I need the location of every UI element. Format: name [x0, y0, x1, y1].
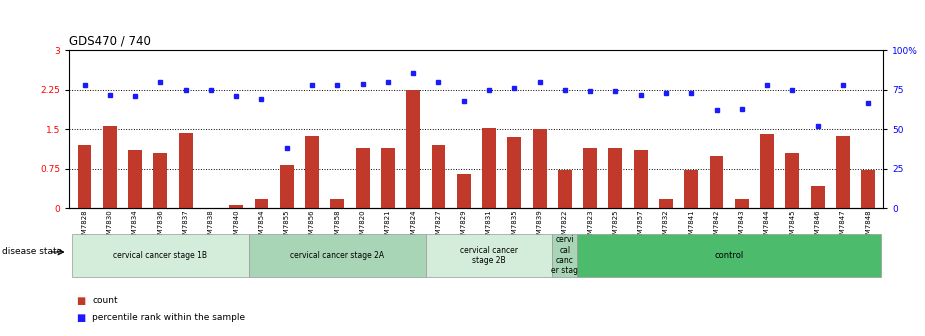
Bar — [533, 129, 547, 208]
Bar — [558, 170, 572, 208]
Bar — [709, 156, 723, 208]
Text: GDS470 / 740: GDS470 / 740 — [69, 35, 152, 48]
Bar — [684, 170, 698, 208]
Text: ■: ■ — [76, 296, 85, 306]
Bar — [330, 199, 344, 208]
Bar — [72, 234, 249, 277]
Bar — [552, 234, 577, 277]
Bar — [861, 170, 875, 208]
Bar — [78, 145, 92, 208]
Bar — [734, 199, 748, 208]
Bar — [760, 134, 774, 208]
Bar — [634, 151, 647, 208]
Bar — [482, 128, 496, 208]
Bar — [577, 234, 881, 277]
Bar — [785, 153, 799, 208]
Bar — [229, 205, 243, 208]
Bar — [810, 186, 824, 208]
Bar — [280, 165, 294, 208]
Bar — [381, 148, 395, 208]
Bar — [154, 153, 167, 208]
Text: ■: ■ — [76, 312, 85, 323]
Bar — [426, 234, 552, 277]
Bar — [103, 126, 117, 208]
Text: cervical cancer
stage 2B: cervical cancer stage 2B — [460, 246, 518, 265]
Text: disease state: disease state — [2, 248, 62, 256]
Bar — [609, 148, 623, 208]
Bar — [431, 145, 446, 208]
Bar — [507, 137, 522, 208]
Text: control: control — [714, 251, 744, 260]
Bar — [305, 136, 319, 208]
Text: count: count — [92, 296, 118, 305]
Bar — [659, 199, 672, 208]
Bar — [583, 148, 597, 208]
Bar — [406, 90, 420, 208]
Bar — [249, 234, 426, 277]
Bar — [254, 199, 268, 208]
Text: cervical cancer stage 2A: cervical cancer stage 2A — [290, 251, 385, 260]
Text: percentile rank within the sample: percentile rank within the sample — [92, 313, 246, 322]
Bar — [457, 174, 471, 208]
Bar — [129, 151, 142, 208]
Bar — [356, 148, 370, 208]
Bar — [179, 133, 192, 208]
Bar — [836, 136, 850, 208]
Text: cervi
cal
canc
er stag: cervi cal canc er stag — [551, 235, 578, 276]
Text: cervical cancer stage 1B: cervical cancer stage 1B — [114, 251, 207, 260]
